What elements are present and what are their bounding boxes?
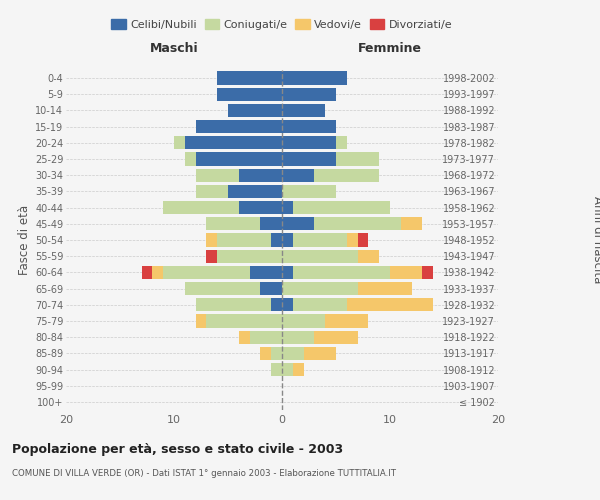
Bar [282, 88, 336, 101]
Bar [196, 298, 271, 312]
Bar [185, 136, 282, 149]
Bar [282, 346, 304, 360]
Bar [314, 217, 401, 230]
Bar [174, 136, 185, 149]
Bar [282, 250, 358, 263]
Bar [422, 266, 433, 279]
Bar [282, 168, 314, 182]
Bar [293, 266, 390, 279]
Text: COMUNE DI VILLA VERDE (OR) - Dati ISTAT 1° gennaio 2003 - Elaborazione TUTTITALI: COMUNE DI VILLA VERDE (OR) - Dati ISTAT … [12, 468, 396, 477]
Bar [282, 72, 347, 85]
Bar [282, 282, 358, 295]
Bar [206, 250, 217, 263]
Bar [304, 346, 336, 360]
Bar [390, 266, 422, 279]
Bar [282, 314, 325, 328]
Bar [282, 234, 293, 246]
Text: Anni di nascita: Anni di nascita [590, 196, 600, 284]
Bar [217, 72, 282, 85]
Bar [260, 217, 282, 230]
Bar [293, 234, 347, 246]
Text: Popolazione per età, sesso e stato civile - 2003: Popolazione per età, sesso e stato civil… [12, 442, 343, 456]
Bar [196, 152, 282, 166]
Bar [239, 201, 282, 214]
Bar [163, 266, 250, 279]
Bar [196, 185, 228, 198]
Y-axis label: Fasce di età: Fasce di età [17, 205, 31, 275]
Bar [293, 298, 347, 312]
Bar [314, 168, 379, 182]
Bar [142, 266, 152, 279]
Text: Maschi: Maschi [149, 42, 199, 55]
Bar [282, 201, 293, 214]
Bar [336, 136, 347, 149]
Bar [282, 120, 336, 134]
Bar [358, 282, 412, 295]
Bar [196, 314, 206, 328]
Bar [282, 104, 325, 117]
Bar [152, 266, 163, 279]
Bar [217, 234, 271, 246]
Legend: Celibi/Nubili, Coniugati/e, Vedovi/e, Divorziati/e: Celibi/Nubili, Coniugati/e, Vedovi/e, Di… [107, 14, 457, 34]
Bar [196, 168, 239, 182]
Bar [336, 152, 379, 166]
Bar [282, 330, 314, 344]
Bar [358, 250, 379, 263]
Bar [401, 217, 422, 230]
Bar [206, 217, 260, 230]
Bar [282, 266, 293, 279]
Bar [206, 234, 217, 246]
Bar [228, 185, 282, 198]
Bar [282, 152, 336, 166]
Text: Femmine: Femmine [358, 42, 422, 55]
Bar [239, 330, 250, 344]
Bar [282, 217, 314, 230]
Bar [185, 282, 260, 295]
Bar [347, 298, 433, 312]
Bar [239, 168, 282, 182]
Bar [282, 363, 293, 376]
Bar [282, 298, 293, 312]
Bar [228, 104, 282, 117]
Bar [293, 363, 304, 376]
Bar [314, 330, 358, 344]
Bar [271, 234, 282, 246]
Bar [271, 346, 282, 360]
Bar [293, 201, 390, 214]
Bar [358, 234, 368, 246]
Bar [206, 314, 282, 328]
Bar [282, 185, 336, 198]
Bar [163, 201, 239, 214]
Bar [250, 330, 282, 344]
Bar [325, 314, 368, 328]
Bar [217, 250, 282, 263]
Bar [260, 282, 282, 295]
Bar [250, 266, 282, 279]
Bar [347, 234, 358, 246]
Bar [282, 136, 336, 149]
Bar [260, 346, 271, 360]
Bar [196, 120, 282, 134]
Bar [185, 152, 196, 166]
Bar [271, 363, 282, 376]
Bar [271, 298, 282, 312]
Bar [217, 88, 282, 101]
